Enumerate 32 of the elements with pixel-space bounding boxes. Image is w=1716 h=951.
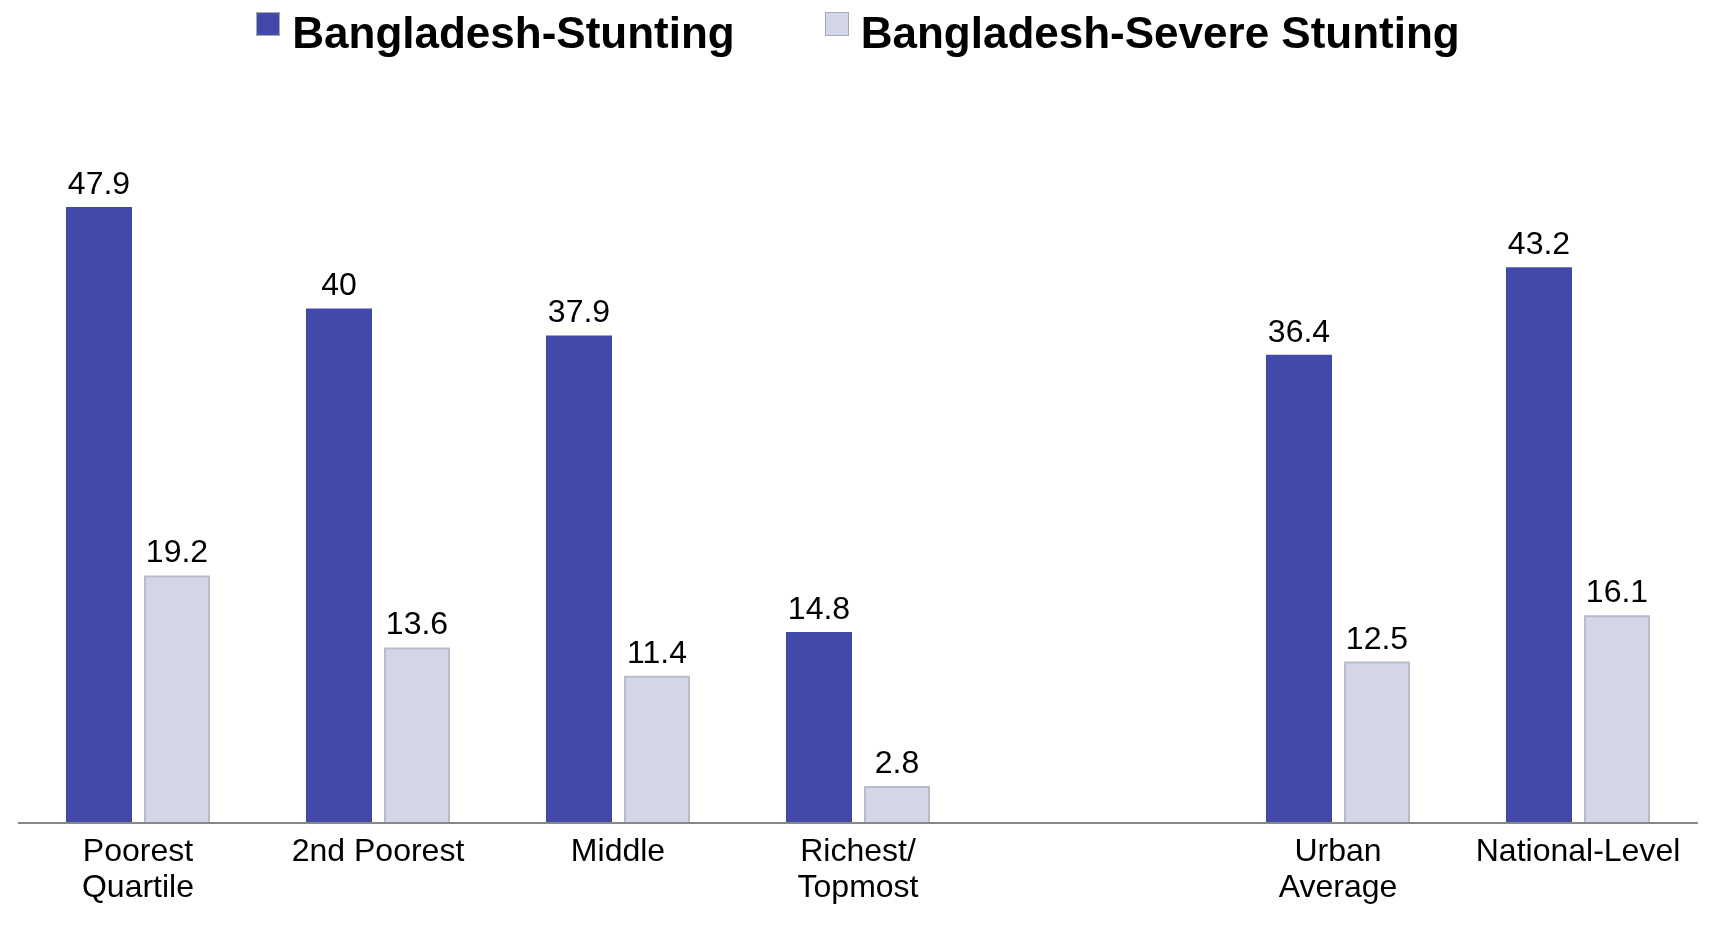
bar: [1266, 354, 1332, 824]
x-tick-label: Richest/Topmost: [797, 832, 919, 904]
data-label: 19.2: [145, 533, 209, 570]
data-label: 2.8: [874, 744, 920, 781]
data-label: 16.1: [1585, 573, 1649, 610]
data-label: 13.6: [385, 605, 449, 642]
x-tick-label: 2nd Poorest: [291, 832, 465, 868]
x-tick-label: Poorest Quartile: [81, 832, 195, 904]
data-label: 47.9: [67, 165, 131, 201]
x-tick-label: Urban Average: [1278, 832, 1398, 904]
data-label: 36.4: [1267, 312, 1331, 349]
legend-label: Bangladesh-Severe Stunting: [860, 8, 1460, 58]
data-label: 37.9: [547, 293, 611, 330]
bar: [384, 647, 450, 824]
data-label: 14.8: [787, 589, 851, 626]
data-label: 40: [321, 266, 357, 303]
bar: [864, 786, 930, 824]
bar: [144, 575, 210, 824]
legend-label: Bangladesh-Stunting: [292, 8, 735, 58]
bar: [624, 675, 690, 824]
bar: [546, 335, 612, 824]
data-label: 12.5: [1345, 619, 1409, 656]
bar: [1506, 267, 1572, 824]
x-tick-label: National-Level: [1475, 832, 1681, 868]
bar: [786, 631, 852, 824]
bar: [1344, 661, 1410, 824]
data-label: 11.4: [627, 633, 687, 670]
data-label: 43.2: [1507, 225, 1571, 262]
bar: [1584, 615, 1650, 824]
bar: [66, 207, 132, 824]
bar: [306, 308, 372, 824]
x-tick-label: Middle: [570, 832, 666, 868]
